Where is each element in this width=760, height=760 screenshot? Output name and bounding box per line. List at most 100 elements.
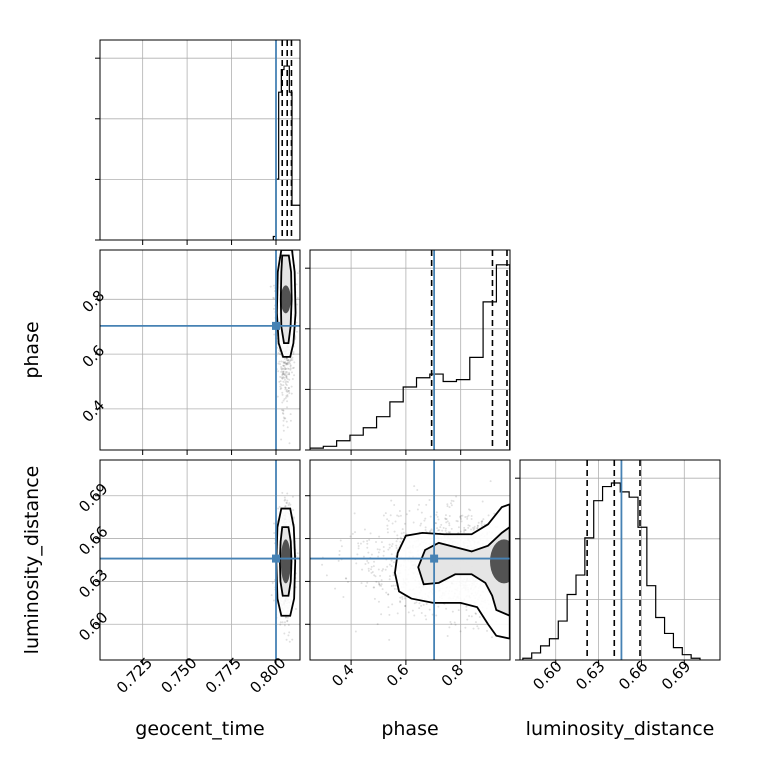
sample-point xyxy=(440,523,443,526)
sample-point xyxy=(284,504,287,507)
sample-point xyxy=(280,409,283,412)
sample-point xyxy=(288,502,291,505)
density-core xyxy=(490,539,510,584)
sample-point xyxy=(489,480,492,483)
x-tick-label-luminosity-distance: 0.60 xyxy=(529,657,565,693)
sample-point xyxy=(399,540,402,543)
sample-point xyxy=(395,546,398,549)
sample-point xyxy=(398,509,401,512)
sample-point xyxy=(416,508,419,511)
sample-point xyxy=(325,574,328,577)
sample-point xyxy=(282,384,285,387)
sample-point xyxy=(282,364,285,367)
sample-point xyxy=(361,568,364,571)
sample-point xyxy=(291,495,294,498)
sample-point xyxy=(380,584,383,587)
sample-point xyxy=(289,364,292,367)
sample-point xyxy=(388,543,391,546)
sample-point xyxy=(393,587,396,590)
sample-point xyxy=(289,419,292,422)
y-tick-label-luminosity-distance: 0.60 xyxy=(75,608,111,644)
sample-point xyxy=(284,362,287,365)
marginal-panel-luminosity-distance-frame xyxy=(519,459,721,661)
sample-point xyxy=(281,393,284,396)
sample-point xyxy=(281,374,284,377)
sample-point xyxy=(467,524,470,527)
sample-point xyxy=(467,514,470,517)
sample-point xyxy=(290,359,293,362)
sample-point xyxy=(466,517,469,520)
sample-point xyxy=(286,492,289,495)
sample-point xyxy=(281,373,284,376)
sample-point xyxy=(289,368,292,371)
sample-point xyxy=(464,516,467,519)
sample-point xyxy=(283,417,286,420)
sample-point xyxy=(476,625,479,628)
sample-point xyxy=(403,597,406,600)
sample-point xyxy=(370,553,373,556)
sample-point xyxy=(378,583,381,586)
sample-point xyxy=(420,604,423,607)
sample-point xyxy=(278,353,281,356)
sample-point xyxy=(481,500,484,503)
x-tick-label-luminosity-distance: 0.66 xyxy=(615,657,651,693)
sample-point xyxy=(278,349,281,352)
sample-point xyxy=(282,372,285,375)
sample-point xyxy=(375,580,378,583)
sample-point xyxy=(376,548,379,551)
sample-point xyxy=(349,535,352,538)
sample-point xyxy=(400,538,403,541)
sample-point xyxy=(285,359,288,362)
sample-point xyxy=(395,544,398,547)
sample-point xyxy=(282,364,285,367)
sample-point xyxy=(428,608,431,611)
sample-point xyxy=(405,513,408,516)
sample-point xyxy=(283,378,286,381)
sample-point xyxy=(284,498,287,501)
sample-point xyxy=(467,526,470,529)
sample-point xyxy=(460,517,463,520)
sample-point xyxy=(282,370,285,373)
sample-point xyxy=(438,529,441,532)
sample-point xyxy=(282,419,285,422)
sample-point xyxy=(470,518,473,521)
sample-point xyxy=(279,383,282,386)
sample-point xyxy=(282,429,285,432)
sample-point xyxy=(284,374,287,377)
sample-point xyxy=(369,532,372,535)
sample-point xyxy=(284,367,287,370)
sample-point xyxy=(411,609,414,612)
joint-panel-geocent-time-vs-luminosity-distance-frame xyxy=(99,459,301,661)
x-tick-label-phase: 0.6 xyxy=(383,661,413,691)
sample-point xyxy=(370,571,373,574)
sample-point xyxy=(481,520,484,523)
sample-point xyxy=(285,384,288,387)
sample-point xyxy=(394,520,397,523)
sample-point xyxy=(460,514,463,517)
sample-point xyxy=(429,515,432,518)
sample-point xyxy=(377,555,380,558)
sample-point xyxy=(286,390,289,393)
sample-point xyxy=(388,578,391,581)
sample-point xyxy=(387,519,390,522)
y-axis-label-phase: phase xyxy=(21,321,43,378)
sample-point xyxy=(296,272,299,275)
sample-point xyxy=(283,624,286,627)
sample-point xyxy=(282,367,285,370)
sample-point xyxy=(392,584,395,587)
sample-point xyxy=(357,545,360,548)
y-tick-label-phase: 0.4 xyxy=(79,396,109,426)
sample-point xyxy=(455,495,458,498)
sample-point xyxy=(291,638,294,641)
sample-point xyxy=(277,370,280,373)
sample-point xyxy=(289,413,292,416)
marginal-panel-phase-frame xyxy=(309,249,511,451)
sample-point xyxy=(366,539,369,542)
sample-point xyxy=(289,359,292,362)
sample-point xyxy=(273,284,276,287)
sample-point xyxy=(424,517,427,520)
sample-point xyxy=(285,375,288,378)
sample-point xyxy=(478,615,481,618)
sample-point xyxy=(287,359,290,362)
